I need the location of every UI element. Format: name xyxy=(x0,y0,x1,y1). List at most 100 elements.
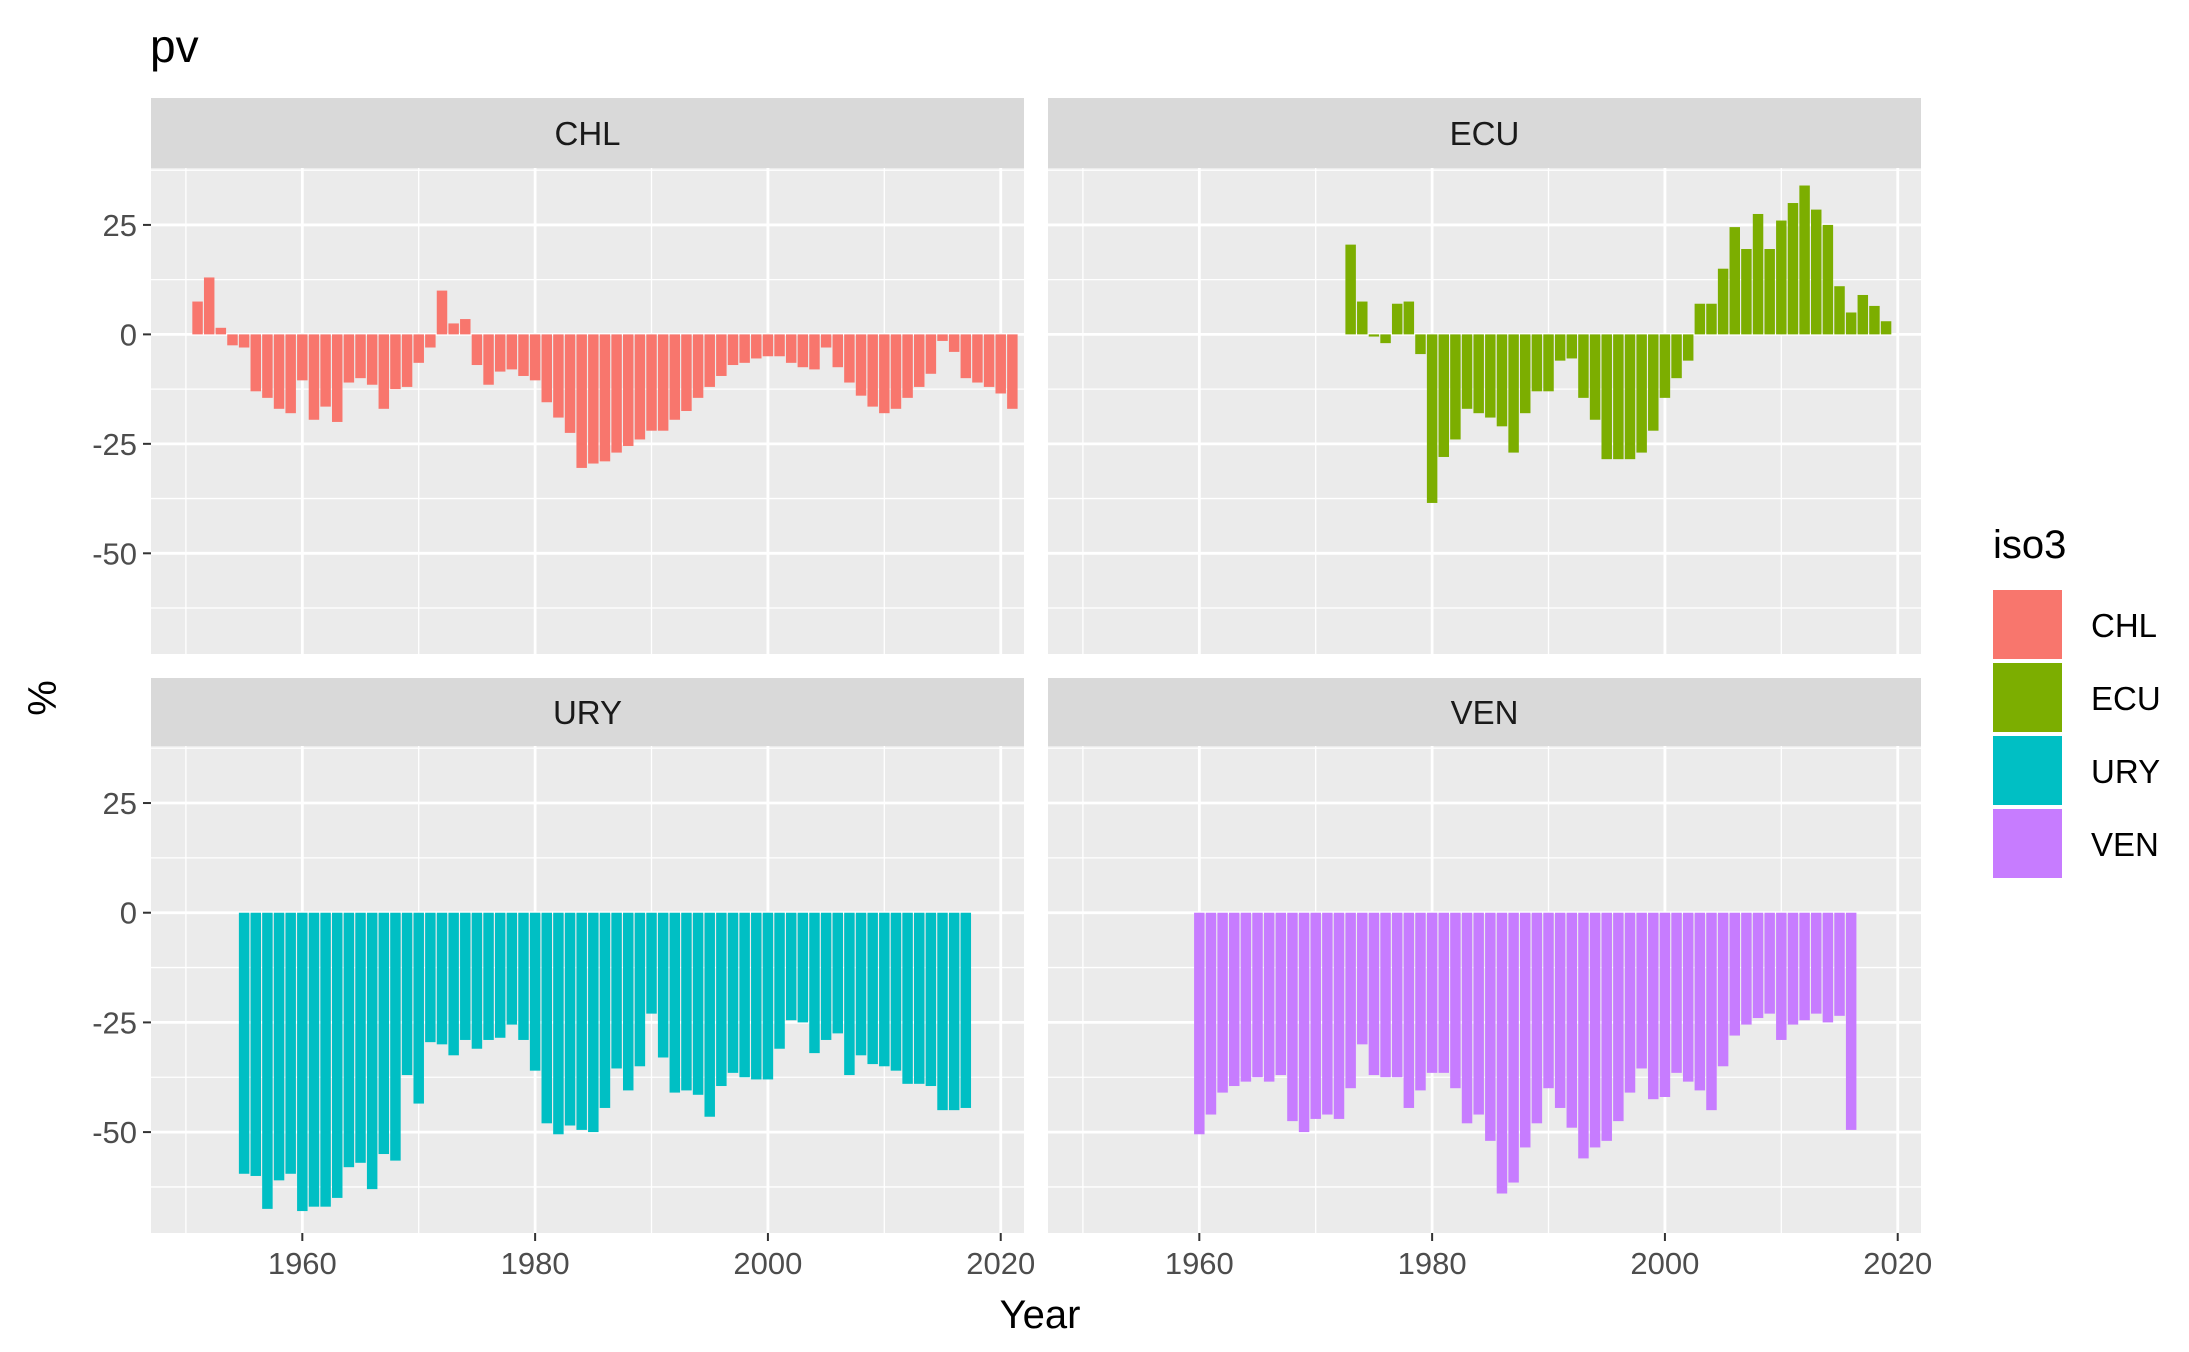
bar-ven-1968 xyxy=(1287,912,1298,1122)
x-tick-label: 2020 xyxy=(1863,1246,1932,1281)
bar-ven-1978 xyxy=(1403,912,1415,1108)
legend-key-chl xyxy=(1993,590,2062,659)
bar-ecu-1994 xyxy=(1589,334,1601,420)
bar-chl-2007 xyxy=(844,334,855,383)
bar-chl-2006 xyxy=(832,334,843,368)
facet-strip xyxy=(1048,678,1921,746)
bar-chl-1967 xyxy=(378,334,390,409)
bar-ury-1992 xyxy=(669,912,681,1093)
bar-chl-1977 xyxy=(494,334,506,372)
bar-ury-1979 xyxy=(518,912,529,1040)
bar-ury-2009 xyxy=(867,912,878,1065)
bar-ury-1977 xyxy=(494,912,506,1038)
bar-ury-1988 xyxy=(623,912,634,1091)
facet-strip-label: URY xyxy=(553,694,622,731)
bar-ecu-1993 xyxy=(1578,334,1589,398)
bar-ven-1993 xyxy=(1578,912,1589,1159)
bar-ecu-1992 xyxy=(1566,334,1578,359)
bar-chl-1961 xyxy=(308,334,320,420)
bar-chl-1966 xyxy=(366,334,378,385)
x-tick-label: 1980 xyxy=(1398,1246,1467,1281)
bar-ecu-1973 xyxy=(1345,244,1356,335)
bar-chl-1973 xyxy=(448,323,459,335)
bar-ven-1985 xyxy=(1485,912,1496,1141)
bar-chl-2002 xyxy=(785,334,797,363)
bar-ury-2005 xyxy=(820,912,832,1040)
bar-ecu-1974 xyxy=(1357,301,1368,335)
bar-ecu-2006 xyxy=(1729,227,1740,335)
bar-ury-2004 xyxy=(809,912,820,1054)
bar-chl-1976 xyxy=(483,334,494,385)
bar-chl-2016 xyxy=(948,334,960,352)
bar-chl-1987 xyxy=(611,334,622,453)
bar-ury-1982 xyxy=(553,912,564,1135)
bar-chl-1959 xyxy=(285,334,296,414)
bar-chl-1958 xyxy=(273,334,285,409)
bar-ven-2012 xyxy=(1799,912,1810,1021)
bar-chl-1970 xyxy=(413,334,424,363)
bar-ury-1983 xyxy=(564,912,576,1126)
legend-key-ury xyxy=(1993,736,2062,805)
bar-ury-2002 xyxy=(785,912,797,1021)
y-tick-label: -50 xyxy=(92,1115,137,1150)
bar-ven-2007 xyxy=(1741,912,1752,1025)
bar-ury-1989 xyxy=(634,912,646,1067)
bar-ven-2015 xyxy=(1834,912,1845,1016)
bar-chl-2021 xyxy=(1007,334,1018,409)
bar-ury-1962 xyxy=(320,912,331,1207)
bar-ury-1997 xyxy=(727,912,739,1073)
bar-ecu-1977 xyxy=(1391,303,1403,335)
bar-chl-1997 xyxy=(727,334,739,366)
y-axis-title: % xyxy=(21,680,65,716)
bar-chl-1955 xyxy=(238,334,250,348)
bar-ven-1973 xyxy=(1345,912,1356,1089)
facet-panel-ecu: ECU xyxy=(1048,98,1921,654)
bar-ven-1977 xyxy=(1391,912,1403,1078)
bar-chl-2000 xyxy=(762,334,774,357)
bar-ury-1972 xyxy=(436,912,448,1045)
legend: iso3 CHL ECU URY VEN xyxy=(1993,523,2161,878)
panel-background xyxy=(1048,746,1921,1233)
bar-chl-2009 xyxy=(867,334,878,407)
bar-ven-2004 xyxy=(1706,912,1717,1111)
bar-ven-1991 xyxy=(1554,912,1566,1108)
panel-background xyxy=(1048,168,1921,654)
bar-ury-1974 xyxy=(460,912,471,1040)
bar-chl-2001 xyxy=(774,334,785,357)
bar-ven-1974 xyxy=(1357,912,1368,1045)
bar-ury-1967 xyxy=(378,912,390,1155)
facet-panels: CHL 25 0 -25 -50 ECU URY 25 0 -25 -50 1960 1980 2000 2… xyxy=(92,98,1932,1281)
bar-ecu-1987 xyxy=(1508,334,1519,453)
bar-chl-1982 xyxy=(553,334,564,418)
y-tick-label: 0 xyxy=(120,896,137,931)
bar-chl-1962 xyxy=(320,334,331,407)
bar-ecu-2000 xyxy=(1659,334,1671,398)
bar-chl-1984 xyxy=(576,334,587,468)
bar-ven-2001 xyxy=(1671,912,1682,1073)
bar-ecu-2004 xyxy=(1706,303,1717,335)
bar-chl-1991 xyxy=(657,334,669,431)
bar-chl-2020 xyxy=(995,334,1006,394)
bar-chl-1953 xyxy=(215,327,227,335)
bar-ecu-1980 xyxy=(1426,334,1438,503)
bar-chl-1972 xyxy=(436,290,448,335)
facet-strip-label: VEN xyxy=(1451,694,1519,731)
bar-ury-2006 xyxy=(832,912,843,1034)
bar-ven-1989 xyxy=(1531,912,1543,1124)
bar-chl-1963 xyxy=(332,334,343,422)
bar-ven-1982 xyxy=(1450,912,1461,1089)
bar-ecu-2002 xyxy=(1682,334,1694,361)
bar-chl-1993 xyxy=(681,334,692,411)
bar-ecu-2001 xyxy=(1671,334,1682,379)
x-tick-label: 1960 xyxy=(1165,1246,1234,1281)
bar-ecu-1981 xyxy=(1438,334,1449,457)
bar-ven-1961 xyxy=(1205,912,1217,1115)
legend-label-chl: CHL xyxy=(2091,607,2157,644)
bar-ecu-2008 xyxy=(1752,213,1764,335)
bar-chl-1960 xyxy=(297,334,308,381)
bar-chl-1985 xyxy=(588,334,599,464)
bar-ven-1966 xyxy=(1263,912,1275,1082)
bar-ecu-2018 xyxy=(1869,305,1880,335)
bar-ven-1986 xyxy=(1496,912,1508,1194)
bar-ven-2014 xyxy=(1822,912,1834,1023)
